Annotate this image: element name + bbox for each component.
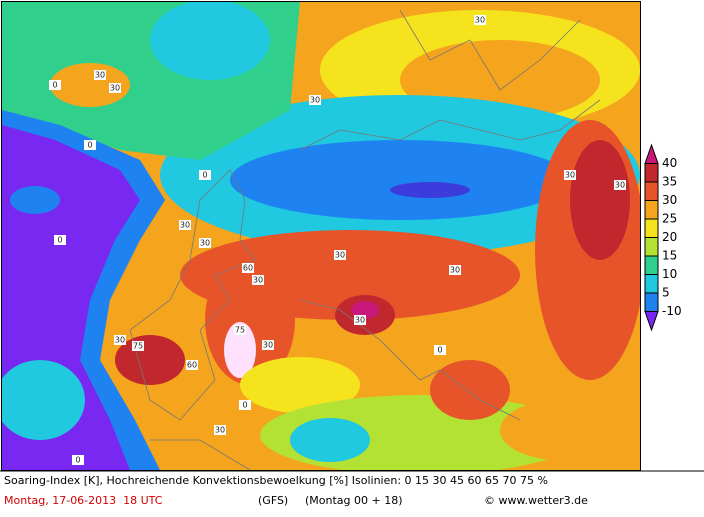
isoline-label-bg: [72, 455, 84, 465]
legend-swatch: [644, 292, 659, 312]
isoline-label-bg: [84, 140, 96, 150]
isoline-label-bg: [49, 80, 61, 90]
legend-arrow: [644, 311, 659, 332]
isoline-label: 30: [253, 276, 263, 285]
legend-arrow: [644, 143, 659, 164]
isoline-label: 30: [110, 84, 120, 93]
isoline-label: 30: [565, 171, 575, 180]
footer-model: (GFS): [258, 494, 288, 507]
isoline-label: 75: [235, 326, 245, 335]
legend-label: 35: [662, 175, 677, 189]
isoline-label: 0: [52, 81, 57, 90]
legend-label: 10: [662, 267, 677, 281]
legend-swatch: [644, 200, 659, 220]
isoline-label: 30: [215, 426, 225, 435]
isoline-label: 30: [180, 221, 190, 230]
map: 3030000303060307530753060300303030030303…: [2, 2, 640, 470]
isoline-label: 30: [450, 266, 460, 275]
isoline-label-bg: [252, 275, 264, 285]
isoline-label: 30: [115, 336, 125, 345]
footer-date: Montag, 17-06-2013 18 UTC: [4, 494, 163, 507]
footer-source: © www.wetter3.de: [484, 494, 588, 507]
isoline-label-bg: [242, 263, 254, 273]
isoline-label: 30: [355, 316, 365, 325]
legend-swatch: [644, 218, 659, 238]
isoline-label-bg: [239, 400, 251, 410]
isoline-label: 30: [200, 239, 210, 248]
isoline-label: 0: [202, 171, 207, 180]
isoline-label: 0: [87, 141, 92, 150]
isoline-label-bg: [234, 325, 246, 335]
legend-label: 15: [662, 249, 677, 263]
isoline-label-bg: [309, 95, 321, 105]
footer-description: Soaring-Index [K], Hochreichende Konvekt…: [4, 474, 548, 487]
isoline-label: 30: [95, 71, 105, 80]
isoline-label-bg: [199, 238, 211, 248]
isoline-label-bg: [186, 360, 198, 370]
legend-swatch: [644, 163, 659, 183]
isoline-label-bg: [564, 170, 576, 180]
isoline-label-bg: [109, 83, 121, 93]
isoline-label: 30: [475, 16, 485, 25]
isoline-label: 30: [615, 181, 625, 190]
isoline-label-bg: [334, 250, 346, 260]
isoline-label: 30: [263, 341, 273, 350]
isoline-label: 30: [310, 96, 320, 105]
footer-run: (Montag 00 + 18): [305, 494, 403, 507]
isoline-label-bg: [434, 345, 446, 355]
legend-label: -10: [662, 304, 682, 318]
isoline-label: 60: [187, 361, 197, 370]
legend-label: 20: [662, 230, 677, 244]
isoline-label: 75: [133, 342, 143, 351]
legend-swatch: [644, 237, 659, 257]
isoline-label-bg: [354, 315, 366, 325]
isoline-label: 60: [243, 264, 253, 273]
legend: 40 35 30 25 20 15 10 5 -10: [644, 143, 682, 332]
isoline-label-bg: [132, 341, 144, 351]
legend-swatch: [644, 274, 659, 294]
isoline-label-bg: [262, 340, 274, 350]
isoline-label: 30: [335, 251, 345, 260]
isoline-label: 0: [57, 236, 62, 245]
isoline-label-bg: [179, 220, 191, 230]
isoline-label: 0: [437, 346, 442, 355]
legend-swatch: [644, 255, 659, 275]
legend-label: 40: [662, 156, 677, 170]
isoline-label: 0: [75, 456, 80, 465]
isoline-label: 0: [242, 401, 247, 410]
isoline-label-bg: [214, 425, 226, 435]
legend-label: 30: [662, 193, 677, 207]
legend-swatch: [644, 181, 659, 201]
isoline-label-bg: [94, 70, 106, 80]
isoline-label-bg: [614, 180, 626, 190]
isoline-label-bg: [474, 15, 486, 25]
isoline-label-bg: [449, 265, 461, 275]
isoline-label-bg: [54, 235, 66, 245]
isoline-label-bg: [114, 335, 126, 345]
legend-label: 5: [662, 286, 670, 300]
isoline-label-bg: [199, 170, 211, 180]
legend-label: 25: [662, 212, 677, 226]
